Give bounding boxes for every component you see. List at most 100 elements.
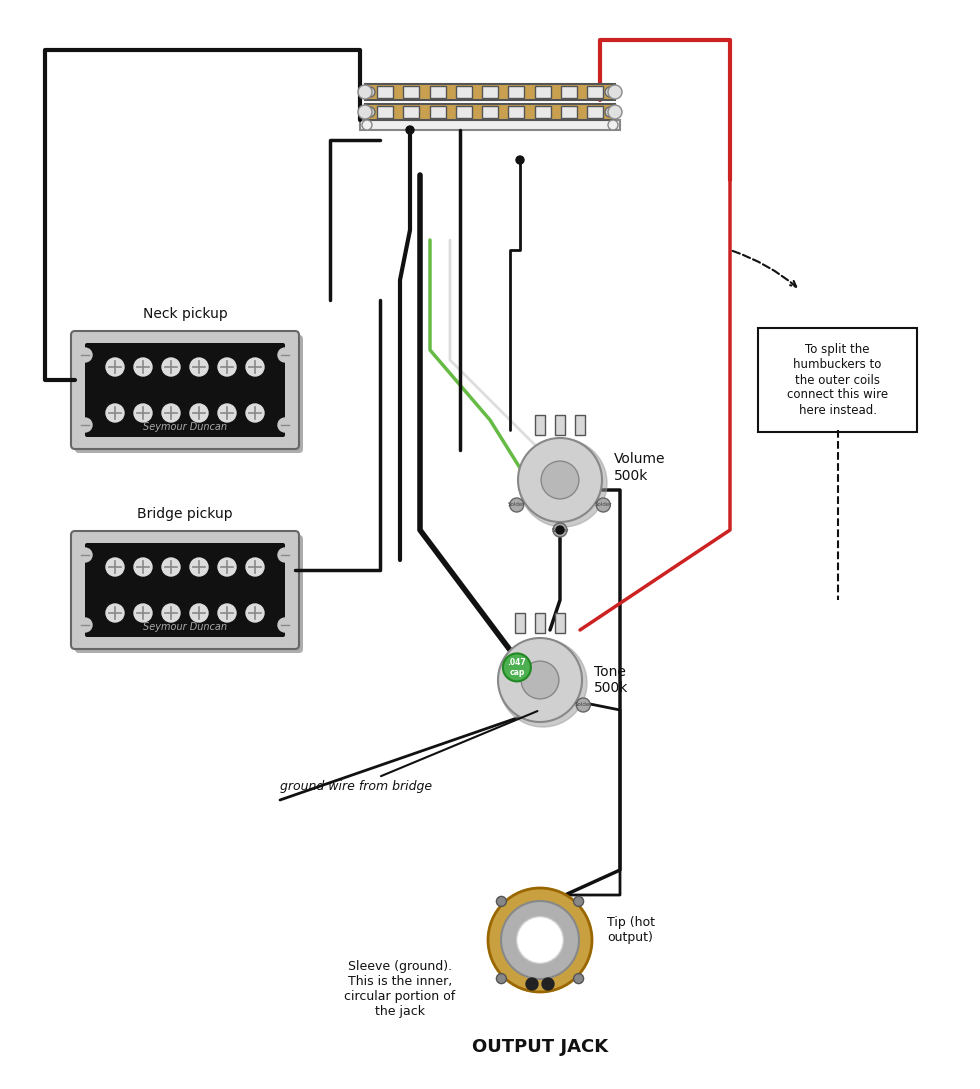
FancyBboxPatch shape [75, 535, 303, 653]
Circle shape [134, 604, 152, 622]
Bar [429, 86, 446, 98]
Circle shape [541, 461, 579, 499]
Text: Seymour Duncan: Seymour Duncan [143, 622, 227, 632]
Circle shape [246, 404, 264, 423]
Bar [482, 106, 498, 118]
Circle shape [278, 617, 292, 632]
Text: Solder: Solder [508, 502, 525, 507]
Text: ground wire from bridge: ground wire from bridge [280, 711, 537, 793]
Circle shape [497, 974, 507, 983]
Bar [365, 105, 615, 120]
Text: Neck pickup: Neck pickup [143, 307, 227, 321]
Circle shape [608, 120, 618, 130]
Circle shape [218, 604, 236, 622]
Bar [456, 106, 471, 118]
Circle shape [605, 107, 615, 117]
FancyBboxPatch shape [85, 543, 285, 637]
Text: To split the
humbuckers to
the outer coils
connect this wire
here instead.: To split the humbuckers to the outer coi… [787, 343, 888, 416]
Bar [555, 415, 565, 435]
Circle shape [510, 498, 523, 512]
Circle shape [78, 348, 92, 362]
Circle shape [362, 120, 372, 130]
Circle shape [358, 105, 372, 119]
Circle shape [218, 558, 236, 576]
Circle shape [278, 418, 292, 432]
Text: Solder: Solder [595, 502, 612, 507]
Text: Volume
500k: Volume 500k [614, 452, 665, 482]
Bar [482, 86, 498, 98]
Circle shape [518, 438, 602, 522]
Circle shape [521, 661, 559, 699]
Circle shape [246, 558, 264, 576]
Circle shape [365, 87, 375, 97]
Bar [509, 106, 524, 118]
Bar [587, 86, 603, 98]
Text: Solder: Solder [574, 702, 592, 708]
Bar [535, 415, 545, 435]
Circle shape [498, 638, 582, 722]
Circle shape [106, 558, 124, 576]
Circle shape [162, 404, 180, 423]
Bar [561, 106, 577, 118]
Circle shape [78, 617, 92, 632]
Circle shape [406, 126, 414, 134]
Circle shape [608, 105, 622, 119]
Circle shape [190, 404, 208, 423]
Circle shape [497, 896, 507, 906]
Circle shape [608, 85, 622, 99]
Text: Tip (hot
output): Tip (hot output) [607, 916, 655, 944]
Bar [365, 84, 615, 100]
Text: OUTPUT JACK: OUTPUT JACK [472, 1038, 608, 1056]
Circle shape [516, 917, 564, 964]
Circle shape [278, 348, 292, 362]
Circle shape [596, 498, 611, 512]
Bar [535, 613, 545, 633]
Circle shape [218, 404, 236, 423]
Circle shape [576, 698, 590, 712]
Circle shape [218, 358, 236, 376]
Circle shape [134, 404, 152, 423]
Circle shape [526, 978, 538, 990]
Circle shape [503, 653, 531, 682]
Circle shape [246, 604, 264, 622]
Circle shape [516, 156, 524, 164]
Bar [561, 86, 577, 98]
Text: .047
cap: .047 cap [508, 658, 526, 677]
Bar [587, 106, 603, 118]
Circle shape [553, 523, 567, 537]
Circle shape [556, 526, 564, 534]
Circle shape [573, 974, 584, 983]
Bar [403, 106, 419, 118]
Circle shape [162, 604, 180, 622]
Text: Seymour Duncan: Seymour Duncan [143, 423, 227, 432]
Circle shape [78, 548, 92, 562]
Bar [403, 86, 419, 98]
Circle shape [106, 604, 124, 622]
Circle shape [358, 85, 372, 99]
Text: Solder: Solder [551, 527, 568, 533]
Bar [534, 86, 551, 98]
Circle shape [488, 888, 592, 992]
Bar [534, 106, 551, 118]
FancyBboxPatch shape [71, 331, 299, 449]
Bar [377, 106, 393, 118]
Circle shape [246, 358, 264, 376]
Circle shape [542, 978, 554, 990]
Circle shape [162, 558, 180, 576]
Circle shape [519, 439, 607, 527]
Circle shape [190, 558, 208, 576]
Text: Sleeve (ground).
This is the inner,
circular portion of
the jack: Sleeve (ground). This is the inner, circ… [344, 960, 456, 1018]
Circle shape [190, 604, 208, 622]
Bar [429, 106, 446, 118]
Bar [360, 120, 620, 130]
FancyBboxPatch shape [71, 531, 299, 649]
Text: Bridge pickup: Bridge pickup [137, 507, 233, 521]
Bar [575, 415, 585, 435]
Circle shape [499, 639, 587, 727]
Circle shape [365, 107, 375, 117]
Circle shape [278, 548, 292, 562]
Circle shape [501, 901, 579, 979]
FancyBboxPatch shape [758, 328, 917, 432]
Bar [377, 86, 393, 98]
Circle shape [190, 358, 208, 376]
